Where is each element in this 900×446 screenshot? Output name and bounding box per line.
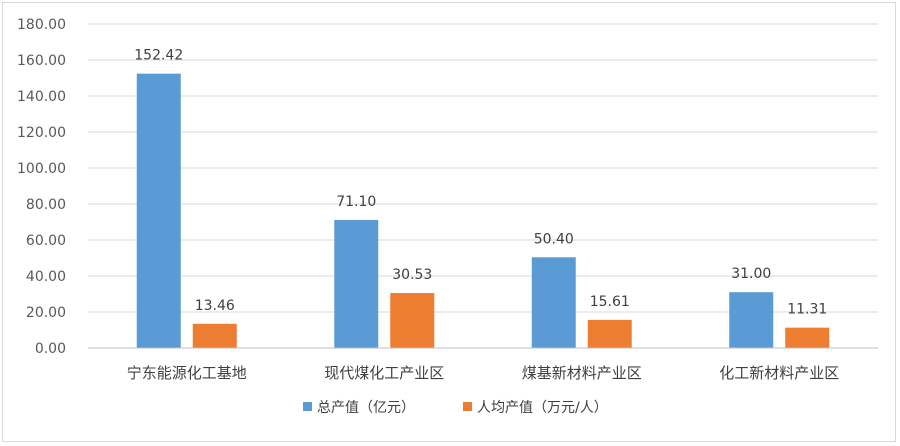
bar-total-output [531, 257, 576, 348]
data-label: 11.31 [787, 302, 827, 318]
bars [136, 73, 830, 349]
bar-per-capita-output [192, 323, 237, 348]
y-tick-label: 100.00 [17, 161, 66, 177]
y-tick-label: 60.00 [26, 233, 66, 249]
data-label: 15.61 [590, 294, 630, 310]
data-labels: 152.42 13.46 71.10 30.53 50.40 15.61 31.00 11.3… [134, 48, 827, 318]
bar-per-capita-output [390, 293, 435, 348]
y-tick-label: 80.00 [26, 197, 66, 213]
data-label: 31.00 [731, 266, 771, 282]
x-axis: 宁东能源化工基地 现代煤化工产业区 煤基新材料产业区 化工新材料产业区 [88, 347, 878, 382]
bar-total-output [334, 220, 379, 348]
legend-label: 总产值（亿元） [317, 400, 415, 416]
legend-swatch [303, 402, 312, 411]
data-label: 152.42 [134, 48, 183, 64]
bar-per-capita-output [785, 327, 830, 348]
y-tick-label: 140.00 [17, 89, 66, 105]
x-category-label: 宁东能源化工基地 [127, 364, 247, 382]
y-tick-label: 120.00 [17, 125, 66, 141]
legend-swatch [463, 402, 472, 411]
y-tick-label: 180.00 [17, 17, 66, 33]
x-category-label: 现代煤化工产业区 [324, 364, 444, 382]
x-category-label: 化工新材料产业区 [719, 364, 839, 382]
legend: 总产值（亿元） 人均产值（万元/人） [303, 400, 608, 416]
y-axis: 0.00 20.00 40.00 60.00 80.00 100.00 120.00 140.… [17, 17, 66, 357]
y-tick-label: 40.00 [26, 269, 66, 285]
y-tick-label: 160.00 [17, 53, 66, 69]
y-tick-label: 20.00 [26, 305, 66, 321]
data-label: 13.46 [195, 298, 235, 314]
bar-total-output [136, 73, 181, 349]
data-label: 30.53 [392, 267, 432, 283]
bar-total-output [729, 292, 774, 348]
y-tick-label: 0.00 [35, 341, 66, 357]
data-label: 71.10 [336, 194, 376, 210]
data-label: 50.40 [534, 231, 574, 247]
x-category-label: 煤基新材料产业区 [522, 364, 642, 382]
bar-per-capita-output [587, 319, 632, 348]
legend-label: 人均产值（万元/人） [477, 400, 608, 416]
